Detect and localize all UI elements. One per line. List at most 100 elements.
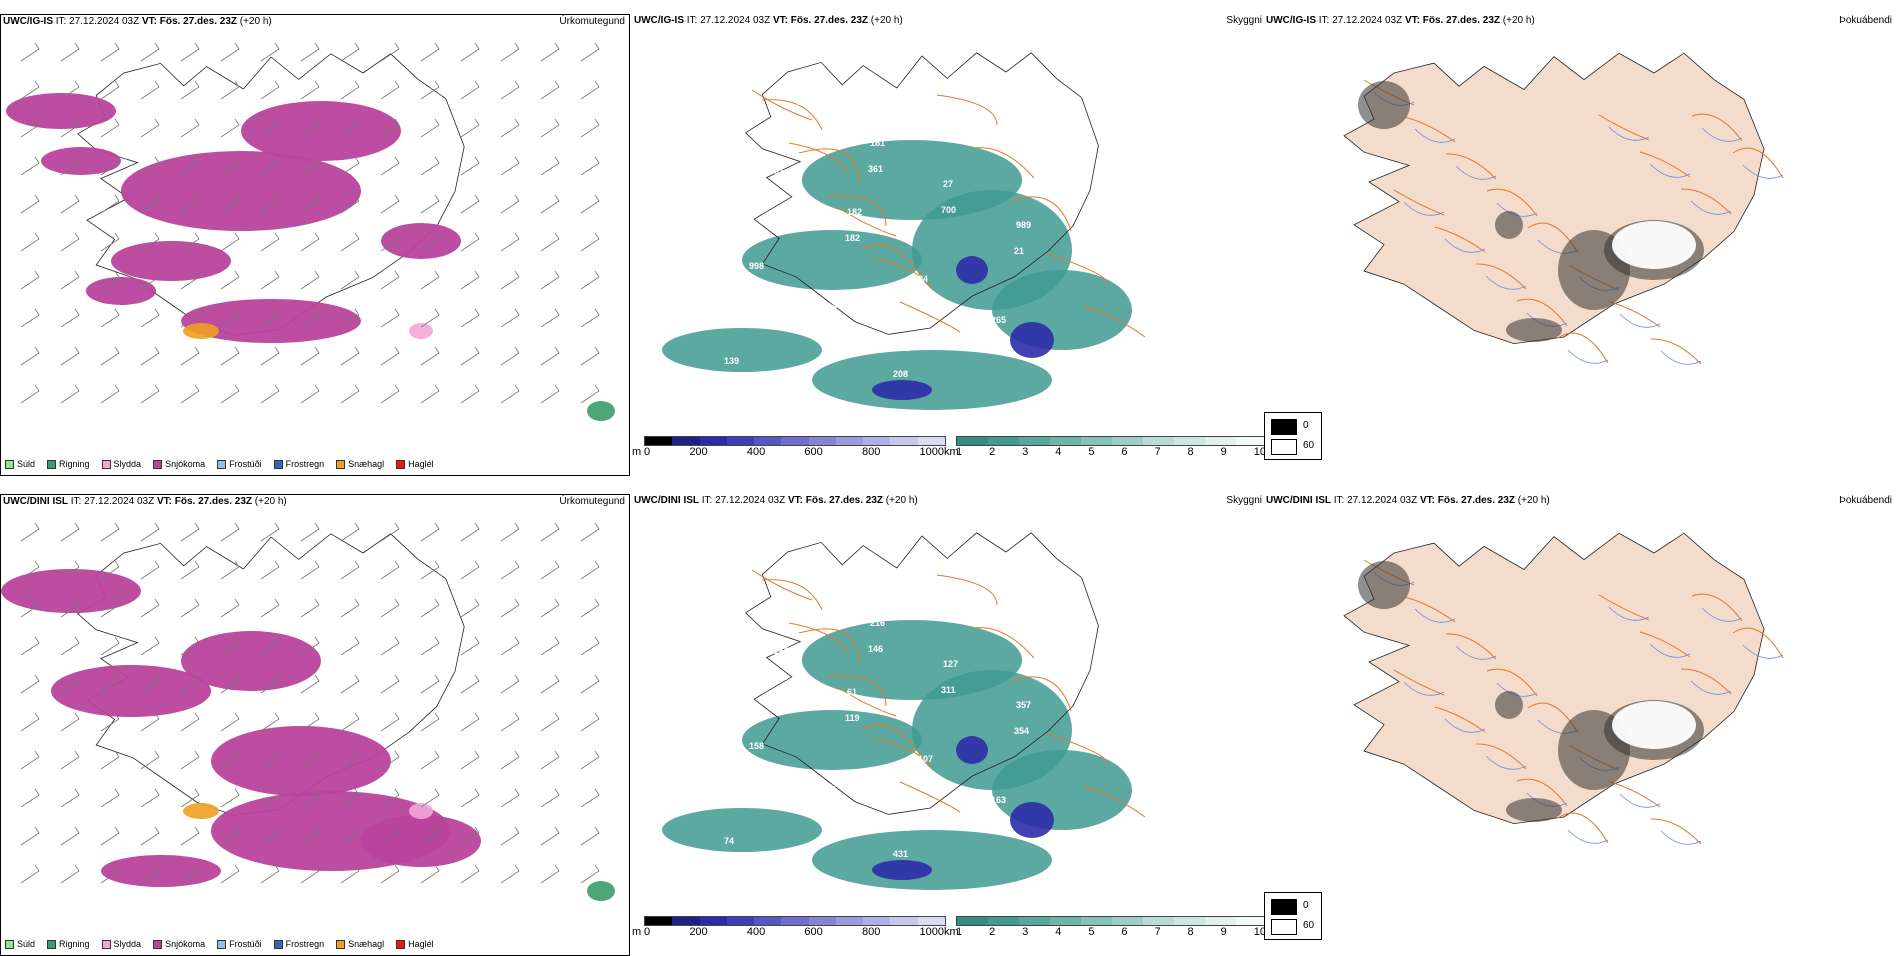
legend-label: Frostúði bbox=[229, 939, 262, 949]
fog-legend-bottom: 0 60 bbox=[1264, 892, 1322, 940]
scale-cell bbox=[890, 917, 918, 925]
wind-barb bbox=[460, 384, 480, 404]
low-visibility-area bbox=[662, 808, 822, 852]
precip-legend-item: Snæhagl bbox=[336, 939, 384, 949]
precip-legend-item: Snjókoma bbox=[153, 459, 205, 469]
wind-barb bbox=[20, 560, 40, 580]
wind-barb bbox=[260, 194, 280, 214]
wind-barb bbox=[20, 384, 40, 404]
wind-barb bbox=[300, 674, 320, 694]
wind-barb bbox=[20, 42, 40, 62]
road-line bbox=[1084, 306, 1146, 338]
wind-barb bbox=[340, 712, 360, 732]
river-line bbox=[1619, 793, 1661, 808]
wind-barb bbox=[540, 270, 560, 290]
legend-swatch bbox=[153, 459, 163, 469]
wind-barb bbox=[20, 194, 40, 214]
wind-barb bbox=[180, 384, 200, 404]
wind-barb bbox=[580, 232, 600, 252]
wind-barb bbox=[260, 308, 280, 328]
wind-barb bbox=[340, 750, 360, 770]
wind-barb bbox=[140, 674, 160, 694]
cloudbase_scale-bar bbox=[644, 916, 946, 926]
wind-barb bbox=[580, 156, 600, 176]
road-line bbox=[1486, 188, 1538, 217]
scale-cell bbox=[1205, 917, 1236, 925]
scale-cell bbox=[1050, 437, 1081, 445]
wind-barb bbox=[100, 636, 120, 656]
legend-swatch bbox=[101, 939, 111, 949]
low-visibility-area bbox=[742, 710, 922, 770]
wind-barb bbox=[260, 42, 280, 62]
wind-barb bbox=[340, 232, 360, 252]
fog-area bbox=[1506, 798, 1562, 822]
wind-barb bbox=[500, 156, 520, 176]
wind-barb bbox=[20, 636, 40, 656]
cloud-base-label: 361 bbox=[868, 164, 883, 174]
wind-barb bbox=[180, 788, 200, 808]
wind-barb bbox=[100, 560, 120, 580]
scale-tick-label: 7 bbox=[1154, 926, 1161, 938]
road-line bbox=[835, 685, 897, 717]
river-line bbox=[1444, 718, 1486, 733]
low-visibility-area bbox=[812, 830, 1052, 890]
wind-barb bbox=[220, 270, 240, 290]
wind-barb bbox=[260, 232, 280, 252]
scale-cell bbox=[672, 917, 700, 925]
river-line bbox=[1455, 645, 1497, 660]
fog-area bbox=[1358, 561, 1410, 609]
fog-legend-swatch bbox=[1271, 899, 1297, 915]
fog-area bbox=[1495, 211, 1523, 239]
scale-cell bbox=[645, 917, 673, 925]
wind-barb bbox=[140, 384, 160, 404]
road-line bbox=[872, 258, 934, 290]
scale-cell bbox=[699, 917, 727, 925]
wind-barb bbox=[180, 522, 200, 542]
cloud-base-label: 134 bbox=[968, 84, 983, 94]
wind-barb bbox=[100, 118, 120, 138]
rain-area bbox=[587, 881, 615, 901]
wind-barb bbox=[580, 118, 600, 138]
wind-barb bbox=[220, 712, 240, 732]
cloud-base-label: 183 bbox=[795, 123, 810, 133]
wind-barb bbox=[340, 636, 360, 656]
wind-barb bbox=[380, 598, 400, 618]
precip-title-bottom: Úrkomutegund bbox=[559, 496, 625, 507]
legend-swatch bbox=[47, 459, 57, 469]
road-line bbox=[761, 579, 823, 611]
wind-barb bbox=[180, 826, 200, 846]
wind-barb bbox=[260, 864, 280, 884]
wind-barb bbox=[500, 598, 520, 618]
cloudbase_scale-ticks: 0 200 400 600 800 1000 bbox=[644, 926, 944, 938]
wind-barb bbox=[220, 80, 240, 100]
road-line bbox=[1516, 778, 1568, 807]
scale-cell bbox=[988, 917, 1019, 925]
river-line bbox=[1660, 830, 1702, 845]
wind-barb bbox=[420, 80, 440, 100]
wind-barb bbox=[420, 270, 440, 290]
wind-barb bbox=[20, 118, 40, 138]
scale-tick-label: 5 bbox=[1088, 926, 1095, 938]
precip-panel-bottom: UWC/DINI ISL IT: 27.12.2024 03Z VT: Fös.… bbox=[0, 494, 630, 956]
precip-legend-item: Súld bbox=[5, 939, 35, 949]
legend-label: Snjókoma bbox=[165, 459, 206, 469]
wind-barb bbox=[220, 384, 240, 404]
wind-barb bbox=[340, 522, 360, 542]
precip-header-bottom: UWC/DINI ISL IT: 27.12.2024 03Z VT: Fös.… bbox=[3, 496, 287, 507]
scale-tick-label: 9 bbox=[1220, 446, 1227, 458]
wind-barb bbox=[380, 384, 400, 404]
cloud-base-label: 423 bbox=[722, 562, 737, 572]
wind-barb bbox=[300, 712, 320, 732]
cloud-base-label: 146 bbox=[868, 644, 883, 654]
wind-barb bbox=[380, 232, 400, 252]
wind-barb bbox=[220, 788, 240, 808]
road-line bbox=[761, 99, 823, 131]
precip-legend-item: Rigning bbox=[47, 939, 90, 949]
scale-cell bbox=[1205, 437, 1236, 445]
cloud-base-label: 165 bbox=[774, 646, 789, 656]
scales-bottom: m 0 200 400 600 800 1000 km 1 2 3 4 5 6 7 8 9 10 bbox=[632, 914, 1332, 944]
fog-area bbox=[1495, 691, 1523, 719]
graupel-area bbox=[183, 323, 219, 339]
scale-cell bbox=[835, 917, 864, 925]
wind-barb bbox=[580, 788, 600, 808]
